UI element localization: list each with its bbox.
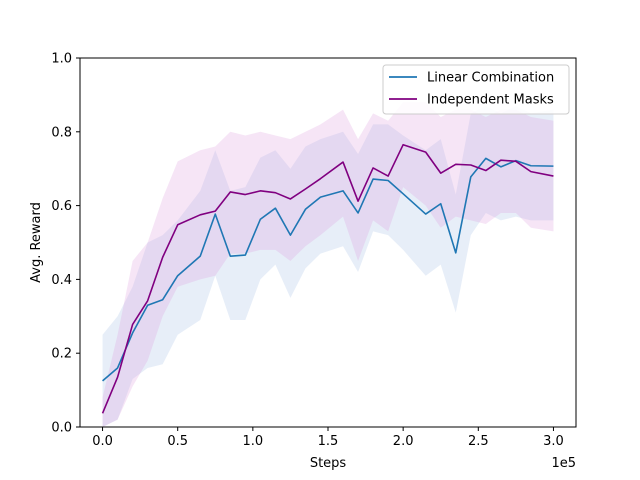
x-tick-label: 2.0 <box>393 434 414 449</box>
x-tick-label: 0.0 <box>92 434 113 449</box>
x-tick-label: 2.5 <box>468 434 489 449</box>
legend-box <box>382 64 570 115</box>
series-lines <box>101 143 554 414</box>
confidence-bands <box>102 102 554 427</box>
series-line-linear-combination <box>102 157 554 382</box>
y-tick-label: 0.4 <box>51 273 72 288</box>
band-independent-masks <box>102 102 554 427</box>
y-tick-label: 0.8 <box>51 125 72 140</box>
x-axis-label: Steps <box>310 456 347 471</box>
x-axis: 0.0 0.5 1.0 1.5 2.0 2.5 3.0 <box>92 427 564 449</box>
series-line-independent-masks <box>101 143 554 414</box>
y-tick-label: 0.2 <box>51 347 72 362</box>
y-axis: 0.0 0.2 0.4 0.6 0.8 1.0 <box>51 52 80 436</box>
y-tick-label: 0.0 <box>51 421 72 436</box>
legend: Linear Combination Independent Masks <box>382 64 570 115</box>
x-tick-label: 0.5 <box>167 434 188 449</box>
y-axis-label: Avg. Reward <box>29 202 44 283</box>
legend-label: Linear Combination <box>427 71 554 86</box>
band-linear-combination <box>102 105 554 427</box>
x-tick-label: 3.0 <box>543 434 564 449</box>
x-tick-label: 1.0 <box>243 434 264 449</box>
x-tick-label: 1.5 <box>318 434 339 449</box>
y-tick-label: 0.6 <box>51 199 72 214</box>
legend-label: Independent Masks <box>427 93 554 108</box>
y-tick-label: 1.0 <box>51 52 72 67</box>
x-axis-offset-label: 1e5 <box>551 456 576 471</box>
